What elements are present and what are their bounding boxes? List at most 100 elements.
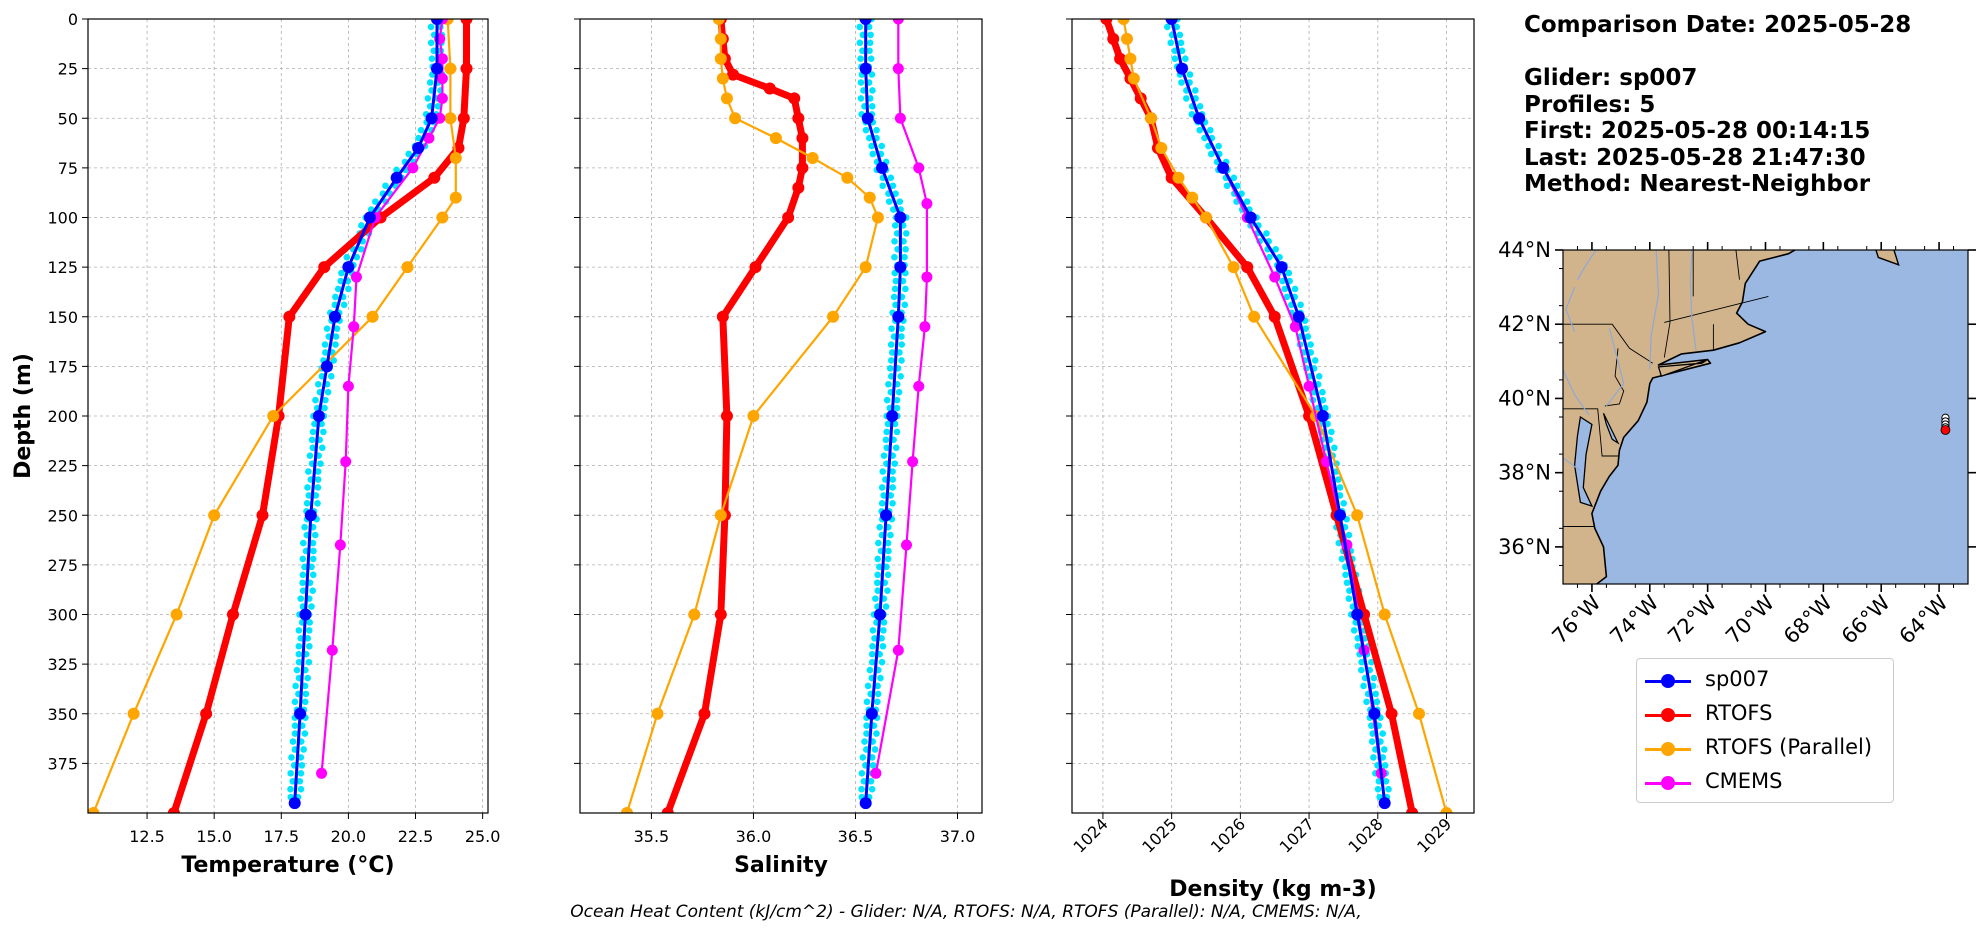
glider-scatter-point [1328,428,1335,436]
glider-scatter-point [1164,23,1171,31]
glider-scatter-point [863,722,870,729]
y-tick-label: 175 [47,357,78,376]
chesapeake-bay [1573,415,1594,508]
lon-tick-label: 74°W [1605,590,1663,648]
glider-scatter-point [309,444,317,452]
glider-scatter-point [1360,682,1367,690]
legend-item-cmems: CMEMS [1637,766,1893,800]
data-point [326,644,338,656]
data-point [1120,32,1133,45]
data-point [1227,261,1240,274]
data-point [698,707,711,720]
glider-scatter-point [1266,253,1273,261]
glider-scatter-point [306,642,313,650]
glider-scatter-point [1207,150,1215,158]
data-point [796,161,809,174]
glider-scatter-point [893,428,901,436]
glider-scatter-point [884,539,892,547]
data-point [299,608,312,621]
data-point [1117,19,1130,25]
data-point [769,132,782,145]
data-point [460,62,473,75]
glider-scatter-point [340,301,348,309]
glider-scatter-point [304,635,312,642]
glider-scatter-point [1368,658,1375,666]
data-point [900,539,912,551]
data-point [1127,72,1140,85]
y-tick-label: 350 [47,705,78,724]
y-tick-label: 25 [58,60,78,79]
y-tick-label: 250 [47,506,78,525]
x-tick-label: 22.5 [398,827,434,846]
series-line [874,19,929,774]
glider-scatter-point [1382,777,1390,785]
glider-scatter-point [1345,531,1353,539]
glider-scatter-point [312,396,319,404]
glider-scatter-point [1311,357,1319,364]
data-point [1244,211,1257,224]
glider-scatter-point [1381,762,1389,769]
glider-scatter-point [311,531,319,539]
glider-scatter-point [332,341,339,348]
glider-scatter-point [1370,754,1377,761]
data-point [1378,608,1391,621]
glider-scatter-point [303,500,311,507]
data-point [859,261,872,274]
glider-scatter-point [890,293,898,301]
glider-scatter-point [868,650,876,658]
data-point [1241,261,1254,274]
glider-scatter-point [1297,301,1304,309]
x-tick-label: 15.0 [196,827,232,846]
glider-scatter-point [1334,476,1342,483]
data-point [304,509,317,522]
glider-scatter-point [1336,484,1344,491]
glider-scatter-point [322,349,329,356]
glider-scatter-point [901,253,908,261]
data-point [1378,797,1391,810]
data-point [827,310,840,323]
legend-marker [1661,674,1675,688]
glider-scatter-point [900,238,907,245]
data-point [1289,321,1301,333]
glider-scatter-point [860,777,868,785]
panel-1: 0 25 50 75 100 125 150 175 200 225 250 275 300 325 350… [11,10,500,878]
x-axis-label: Temperature (°C) [181,853,394,878]
glider-scatter-point [426,79,434,86]
glider-scatter-point [857,79,865,86]
glider-scatter-point [867,31,874,39]
glider-scatter-point [1182,55,1189,62]
glider-scatter-point [1315,373,1323,380]
glider-scatter-point [353,253,361,261]
glider-scatter-point [863,698,871,706]
glider-scatter-point [1370,674,1378,682]
glider-scatter-point [880,619,888,626]
glider-scatter-point [323,325,331,332]
data-point [870,767,882,779]
glider-scatter-point [309,587,317,594]
legend-item-rtofs-parallel: RTOFS (Parallel) [1637,732,1893,766]
glider-scatter-point [372,198,379,205]
glider-scatter-point [884,587,891,594]
glider-scatter-point [868,754,876,761]
glider-scatter-point [1380,746,1388,753]
data-point [763,82,776,95]
glider-scatter-point [308,603,315,610]
y-tick-label: 150 [47,308,78,327]
lon-tick-label: 76°W [1547,590,1605,648]
glider-scatter-point [1321,404,1329,412]
data-point [749,261,762,274]
glider-scatter-point [871,746,879,753]
glider-scatter-point [869,762,877,769]
glider-scatter-point [288,754,295,761]
glider-scatter-point [874,571,881,579]
glider-scatter-point [885,198,893,205]
glider-scatter-point [295,658,303,666]
glider-scatter-point [872,595,879,602]
x-tick-label: 1029 [1413,814,1455,856]
data-point [1193,112,1206,125]
glider-scatter-point [896,349,903,356]
y-tick-label: 225 [47,457,78,476]
data-point [1406,807,1419,813]
data-point [444,62,457,75]
